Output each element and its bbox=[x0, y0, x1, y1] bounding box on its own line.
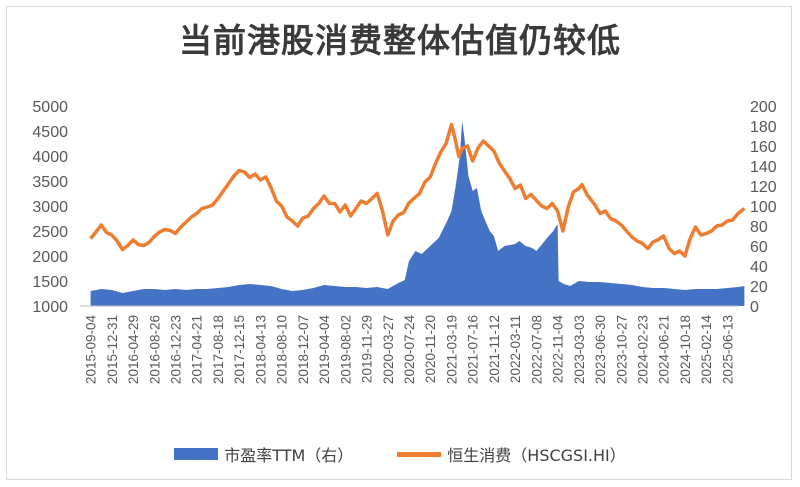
x-tick-label: 2016-08-26 bbox=[147, 315, 162, 384]
legend-swatch-index bbox=[397, 451, 442, 457]
x-tick-label: 2021-07-16 bbox=[466, 315, 481, 384]
x-tick-label: 2022-11-04 bbox=[551, 315, 566, 384]
x-tick-label: 2023-06-30 bbox=[593, 315, 608, 384]
legend-item-pe: 市盈率TTM（右） bbox=[174, 442, 353, 466]
y-right-tick-label: 80 bbox=[750, 219, 768, 236]
y-left-tick-label: 3500 bbox=[32, 174, 68, 191]
y-left-tick-label: 5000 bbox=[32, 99, 68, 116]
x-tick-label: 2023-03-03 bbox=[572, 315, 587, 384]
y-left-tick-label: 4500 bbox=[32, 124, 68, 141]
y-left-tick-label: 2000 bbox=[32, 249, 68, 266]
y-right-tick-label: 100 bbox=[750, 199, 777, 216]
x-tick-label: 2019-11-29 bbox=[360, 315, 375, 383]
y-right-tick-label: 160 bbox=[750, 139, 777, 156]
chart-legend: 市盈率TTM（右） 恒生消费（HSCGSI.HI） bbox=[0, 442, 800, 466]
y-right-tick-label: 180 bbox=[750, 119, 777, 136]
legend-item-index: 恒生消费（HSCGSI.HI） bbox=[397, 442, 626, 466]
x-tick-label: 2018-12-07 bbox=[296, 315, 311, 384]
x-tick-label: 2021-03-19 bbox=[444, 315, 459, 384]
y-left-tick-label: 1000 bbox=[32, 299, 68, 316]
x-tick-label: 2024-06-21 bbox=[657, 315, 672, 384]
x-tick-label: 2024-02-23 bbox=[635, 315, 650, 384]
series-line-index bbox=[89, 122, 746, 258]
x-tick-label: 2017-12-15 bbox=[232, 315, 247, 384]
legend-label-pe: 市盈率TTM（右） bbox=[224, 446, 354, 465]
x-tick-label: 2020-07-24 bbox=[402, 315, 417, 385]
y-right-tick-label: 0 bbox=[750, 299, 759, 316]
x-tick-label: 2016-12-23 bbox=[169, 315, 184, 384]
x-tick-label: 2022-03-11 bbox=[508, 315, 523, 383]
x-tick-label: 2019-08-02 bbox=[338, 315, 353, 384]
x-tick-label: 2017-04-21 bbox=[190, 315, 205, 384]
y-right-tick-label: 200 bbox=[750, 99, 777, 116]
x-tick-label: 2015-12-31 bbox=[105, 315, 120, 384]
x-tick-label: 2018-08-10 bbox=[275, 315, 290, 384]
y-left-tick-label: 4000 bbox=[32, 149, 68, 166]
x-tick-label: 2021-11-12 bbox=[487, 315, 502, 383]
x-tick-label: 2022-07-08 bbox=[529, 315, 544, 384]
x-tick-label: 2024-10-18 bbox=[678, 315, 693, 384]
x-tick-label: 2017-08-18 bbox=[211, 315, 226, 384]
x-tick-label: 2025-02-14 bbox=[699, 315, 714, 385]
y-left-tick-label: 1500 bbox=[32, 274, 68, 291]
legend-swatch-pe bbox=[174, 448, 219, 460]
y-right-tick-label: 120 bbox=[750, 179, 777, 196]
x-tick-label: 2020-11-20 bbox=[423, 315, 438, 383]
y-right-tick-label: 20 bbox=[750, 279, 768, 296]
x-tick-label: 2016-04-29 bbox=[126, 315, 141, 384]
series-area-pe bbox=[90, 121, 745, 306]
x-tick-label: 2018-04-13 bbox=[253, 315, 268, 384]
x-tick-label: 2020-03-27 bbox=[381, 315, 396, 384]
legend-label-index: 恒生消费（HSCGSI.HI） bbox=[447, 446, 626, 465]
x-tick-label: 2023-10-27 bbox=[614, 315, 629, 384]
y-right-tick-label: 40 bbox=[750, 259, 768, 276]
x-tick-label: 2025-06-13 bbox=[720, 315, 735, 384]
y-left-tick-label: 3000 bbox=[32, 199, 68, 216]
x-tick-label: 2015-09-04 bbox=[84, 315, 99, 385]
y-left-tick-label: 2500 bbox=[32, 224, 68, 241]
y-right-tick-label: 60 bbox=[750, 239, 768, 256]
chart-title: 当前港股消费整体估值仍较低 bbox=[179, 21, 621, 60]
y-right-tick-label: 140 bbox=[750, 159, 777, 176]
x-tick-label: 2019-04-04 bbox=[317, 315, 332, 385]
